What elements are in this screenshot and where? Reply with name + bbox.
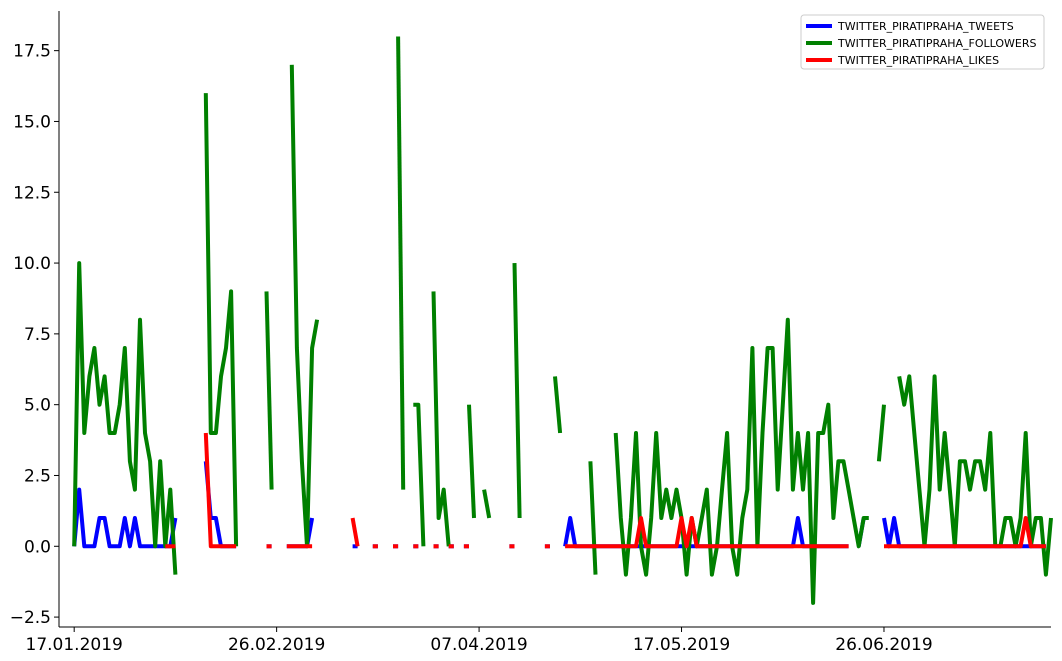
series-line-segment (482, 489, 492, 519)
series-line-segment (431, 291, 451, 547)
y-tick-label: 12.5 (13, 183, 51, 203)
series-line-segment (413, 402, 426, 547)
x-tick-label: 26.02.2019 (228, 635, 325, 655)
y-tick-label: 10.0 (13, 254, 51, 274)
x-tick-label: 07.04.2019 (430, 635, 527, 655)
series-line-segment (264, 291, 274, 490)
legend-box (800, 14, 1045, 70)
x-tick-label: 17.01.2019 (26, 635, 123, 655)
series-line-segment (613, 317, 869, 605)
y-tick-label: 2.5 (24, 466, 51, 486)
series-line-segment (512, 263, 522, 519)
x-tick-label: 26.06.2019 (835, 635, 932, 655)
y-tick-label: 17.5 (13, 42, 51, 62)
series-line-segment (203, 93, 239, 547)
series-line-segment (72, 261, 178, 575)
legend: TWITTER_PIRATIPRAHA_TWEETS TWITTER_PIRATI… (800, 14, 1045, 70)
series-line-segment (467, 404, 476, 519)
x-tick-label: 17.05.2019 (633, 635, 730, 655)
y-tick-label: −2.5 (10, 608, 51, 628)
series-line-segment (565, 516, 849, 549)
y-axis-ticks: −2.5 0.0 2.5 5.0 7.5 10.0 12.5 15.0 17.5 (10, 42, 59, 628)
series-line-segment (203, 432, 237, 549)
y-tick-label: 15.0 (13, 112, 51, 132)
legend-entry: TWITTER_PIRATIPRAHA_FOLLOWERS (837, 37, 1037, 50)
series-line-segment (884, 516, 1046, 549)
series-2 (165, 432, 1046, 549)
series-line-segment (396, 36, 406, 490)
series-line-segment (588, 461, 598, 575)
series-line-segment (553, 376, 563, 434)
legend-entry: TWITTER_PIRATIPRAHA_LIKES (837, 54, 999, 67)
series-layer (72, 36, 1053, 605)
y-tick-label: 0.0 (24, 537, 51, 557)
x-axis-ticks: 17.01.2019 26.02.2019 07.04.2019 17.05.2019… (26, 627, 933, 655)
series-line-segment (72, 487, 178, 549)
series-line-segment (876, 404, 886, 462)
legend-entry: TWITTER_PIRATIPRAHA_TWEETS (837, 20, 1014, 33)
y-tick-label: 7.5 (24, 325, 51, 345)
series-1 (72, 36, 1053, 605)
y-tick-label: 5.0 (24, 396, 51, 416)
series-line-segment (350, 517, 360, 547)
series-0 (72, 461, 1046, 549)
series-line-segment (289, 64, 320, 549)
